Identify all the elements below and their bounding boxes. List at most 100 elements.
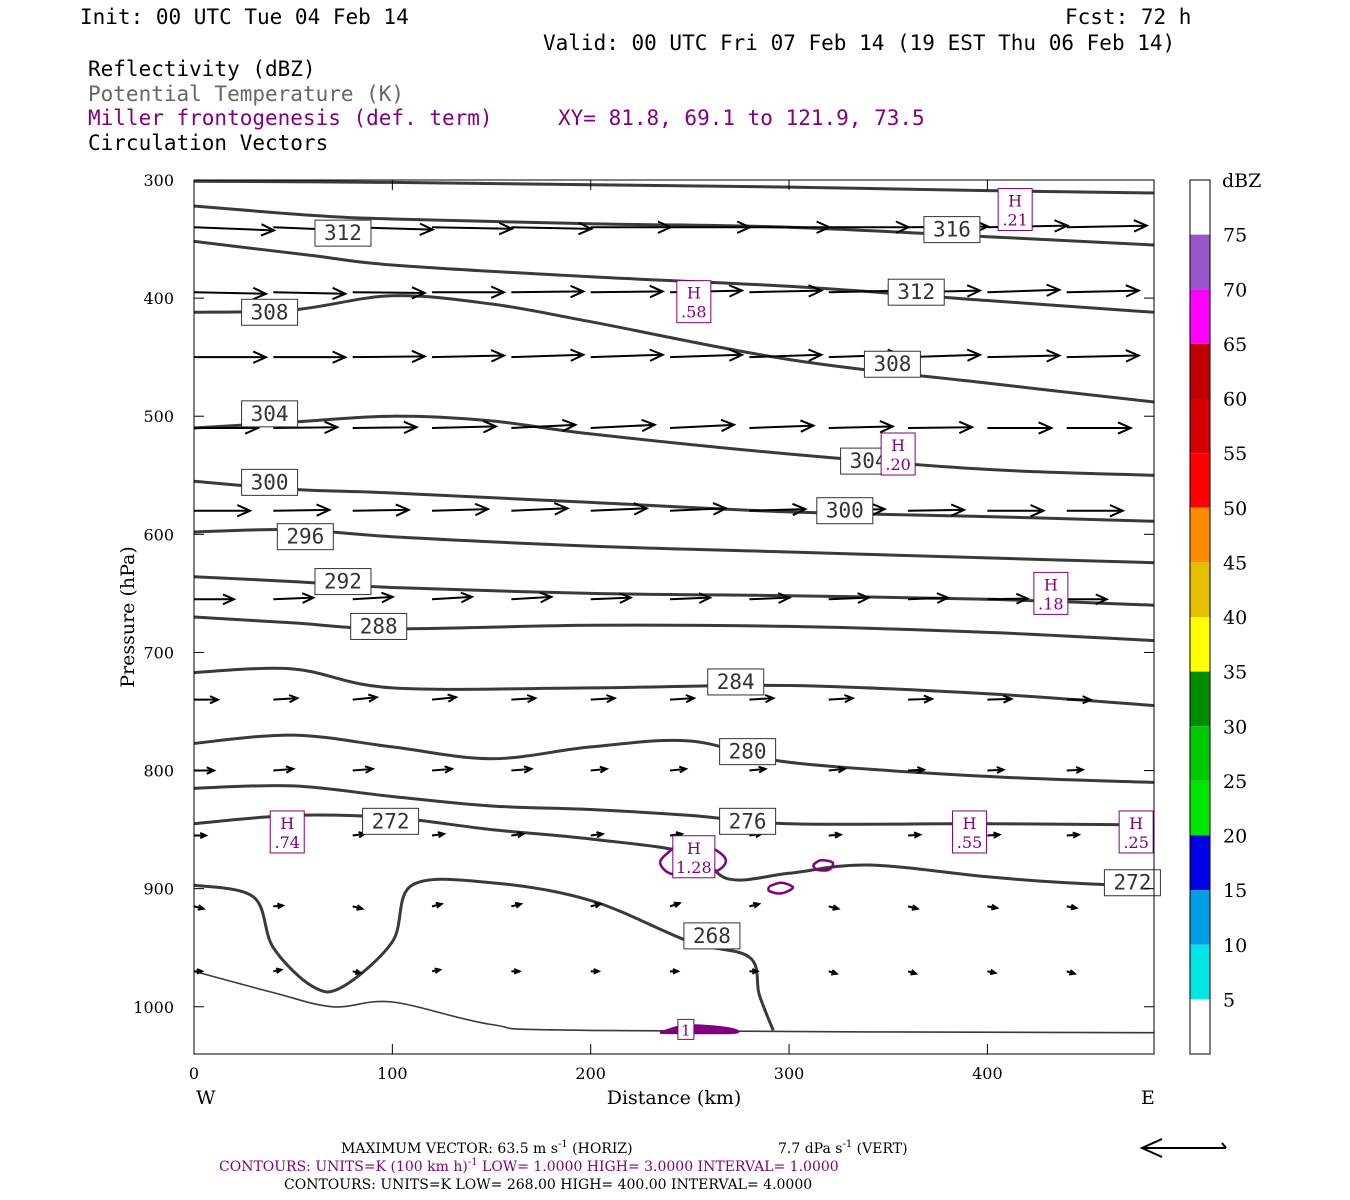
frontogenesis-max-value: .21	[1002, 211, 1027, 230]
colorbar: dBZ 5 10 15 20 25 30 35 40 45 50 55 60 65 70 75	[1189, 170, 1261, 1055]
colorbar-swatch	[1190, 944, 1210, 1000]
circulation-vector	[749, 901, 762, 909]
field-label-reflectivity: Reflectivity (dBZ)	[88, 57, 316, 81]
circulation-vector	[590, 968, 602, 975]
circulation-vector	[273, 902, 286, 910]
circulation-vector	[1153, 834, 1154, 836]
circulation-vector	[511, 968, 522, 975]
circulation-vector	[511, 348, 586, 362]
field-label-theta: Potential Temperature (K)	[88, 82, 404, 106]
theta-label-text: 312	[897, 280, 935, 304]
circulation-vector	[1066, 831, 1082, 839]
circulation-vector	[908, 503, 967, 517]
reference-vector-tail	[1221, 1142, 1227, 1149]
colorbar-swatch	[1190, 398, 1210, 454]
colorbar-label: 45	[1223, 552, 1247, 574]
forecast-hour: Fcst: 72 h	[1065, 5, 1191, 29]
circulation-vector	[431, 967, 443, 974]
circulation-vector	[352, 286, 428, 300]
theta-label-280: 280	[719, 738, 777, 766]
circulation-vector	[194, 593, 237, 606]
circulation-vector	[669, 348, 745, 362]
circulation-vector	[511, 765, 534, 774]
colorbar-label: 65	[1223, 334, 1247, 356]
colorbar-label: 70	[1223, 279, 1247, 301]
max-vector-horizontal-exp: -1	[558, 1139, 568, 1150]
circulation-vector	[987, 694, 1014, 704]
frontogenesis-max-.55: H.55	[952, 810, 988, 854]
theta-label-text: 296	[286, 525, 324, 549]
contour-info-frontogenesis-exp: -1	[468, 1157, 478, 1168]
circulation-vector	[511, 831, 526, 839]
theta-label-308: 308	[863, 350, 921, 378]
circulation-vector	[749, 284, 824, 298]
circulation-vector	[511, 418, 578, 433]
frontogenesis-max-marker: H	[1129, 814, 1143, 833]
frontogenesis-contour	[767, 881, 795, 895]
circulation-vector	[273, 765, 296, 774]
figure-footer: MAXIMUM VECTOR: 63.5 m s-1 (HORIZ) 7.7 d…	[219, 1138, 1227, 1193]
circulation-vector	[828, 969, 840, 976]
circulation-vector	[749, 502, 808, 517]
circulation-vector	[670, 220, 753, 234]
circulation-vector	[431, 765, 455, 774]
circulation-vector	[669, 418, 737, 433]
circulation-vector	[273, 350, 348, 364]
circulation-vector	[431, 502, 491, 517]
theta-label-300: 300	[241, 468, 299, 496]
theta-contour-288	[194, 615, 1154, 643]
frontogenesis-contour-label: 1	[681, 1021, 691, 1039]
x-tick-label: 100	[377, 1064, 408, 1083]
theta-label-292: 292	[314, 568, 372, 596]
colorbar-swatch	[1190, 999, 1210, 1054]
circulation-vector	[590, 901, 603, 909]
circulation-vector	[907, 904, 920, 911]
theta-label-text: 308	[873, 352, 911, 376]
theta-label-text: 308	[251, 300, 289, 324]
theta-contour-300	[194, 479, 1154, 523]
circulation-vector	[749, 592, 792, 604]
circulation-vector	[1154, 768, 1170, 774]
circulation-vector	[1066, 219, 1150, 233]
circulation-vector	[590, 502, 650, 516]
colorbar-swatch	[1190, 343, 1210, 399]
colorbar-label: 25	[1223, 771, 1247, 793]
y-tick-label: 300	[143, 171, 174, 190]
frontogenesis-max-marker: H	[891, 436, 905, 455]
circulation-vector	[431, 831, 447, 839]
frontogenesis-max-1: 1	[677, 1018, 695, 1040]
frontogenesis-max-marker: H	[687, 284, 701, 303]
frontogenesis-max-value: .58	[681, 303, 706, 322]
theta-contour-280	[194, 733, 1154, 784]
circulation-vector	[511, 284, 586, 299]
colorbar-swatch	[1190, 726, 1210, 781]
circulation-vector	[1066, 421, 1134, 435]
frontogenesis-max-marker: H	[963, 814, 977, 833]
theta-label-312: 312	[887, 278, 945, 306]
max-vector-vertical-tail: (VERT)	[852, 1141, 907, 1157]
theta-contour-308	[194, 294, 1154, 404]
circulation-vector	[511, 591, 554, 604]
theta-label-text: 304	[251, 402, 289, 426]
circulation-vector	[907, 969, 919, 976]
circulation-vector	[749, 694, 776, 704]
frontogenesis-max-marker: H	[280, 814, 294, 833]
frontogenesis-max-.20: H.20	[880, 432, 916, 476]
colorbar-label: 55	[1223, 443, 1247, 465]
theta-label-296: 296	[276, 523, 334, 551]
theta-contour-labels: 3163123123083083043043003002962922882842…	[241, 216, 1161, 950]
frontogenesis-contour	[659, 1024, 740, 1035]
colorbar-label: 60	[1223, 389, 1247, 411]
circulation-vector	[194, 223, 277, 237]
theta-contour-276	[194, 784, 1154, 827]
colorbar-label: 40	[1223, 607, 1247, 629]
circulation-vector	[669, 694, 697, 704]
circulation-vector	[194, 350, 269, 364]
theta-label-304: 304	[241, 400, 299, 428]
circulation-vector	[669, 502, 729, 516]
circulation-vector	[511, 694, 538, 704]
colorbar-swatch	[1190, 453, 1210, 508]
colorbar-swatch	[1190, 507, 1210, 563]
circulation-vector	[590, 831, 606, 839]
circulation-vector	[987, 831, 1002, 839]
